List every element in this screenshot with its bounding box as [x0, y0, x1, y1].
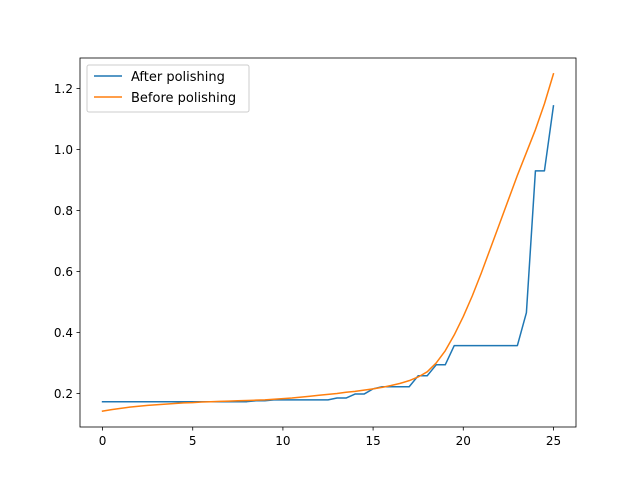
x-tick-label: 10	[275, 434, 290, 448]
legend-label-after-polishing: After polishing	[131, 70, 225, 85]
legend-box	[86, 64, 250, 113]
y-tick-label: 1.0	[54, 143, 73, 157]
series-layer	[101, 72, 555, 413]
series-line-after-polishing	[101, 105, 555, 403]
series-line-before-polishing	[101, 72, 555, 413]
x-axis-ticks: 0 5 10 15 20 25	[99, 427, 561, 448]
x-tick-label: 0	[99, 434, 107, 448]
x-tick-label: 15	[365, 434, 380, 448]
x-tick-label: 5	[189, 434, 197, 448]
axes-frame	[79, 57, 577, 428]
legend-label-before-polishing: Before polishing	[131, 91, 236, 106]
y-tick-label: 0.4	[54, 326, 73, 340]
y-tick-label: 0.2	[54, 387, 73, 401]
x-tick-label: 25	[546, 434, 561, 448]
x-tick-label: 20	[456, 434, 471, 448]
y-tick-label: 0.8	[54, 204, 73, 218]
axes-layer	[79, 57, 577, 428]
plot-area	[80, 58, 576, 427]
y-tick-label: 0.6	[54, 265, 73, 279]
y-tick-label: 1.2	[54, 82, 73, 96]
legend: After polishing Before polishing	[86, 64, 250, 113]
y-axis-ticks: 0.2 0.4 0.6 0.8 1.0 1.2	[54, 82, 80, 401]
